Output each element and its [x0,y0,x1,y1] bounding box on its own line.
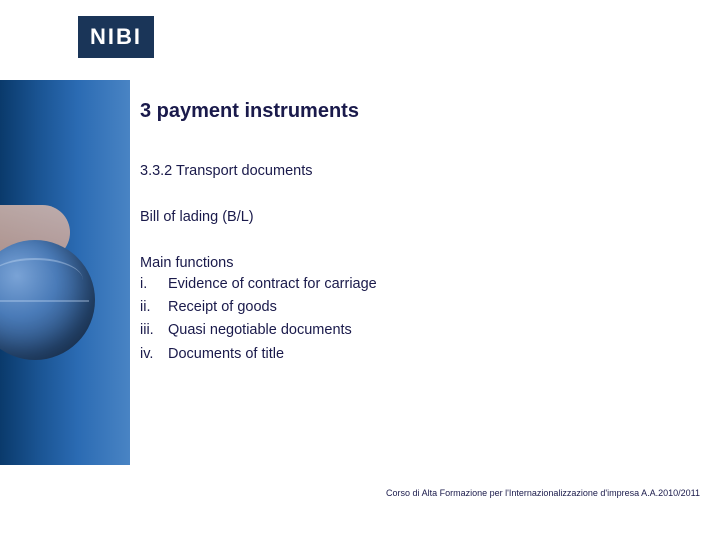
list-item: iii. Quasi negotiable documents [140,319,680,342]
functions-heading: Main functions [140,255,680,271]
functions-list: i. Evidence of contract for carriage ii.… [140,273,680,366]
list-text: Documents of title [168,343,284,366]
globe-sphere [0,240,95,360]
footer-text: Corso di Alta Formazione per l'Internazi… [386,488,700,498]
left-decorative-band [0,0,130,540]
list-item: i. Evidence of contract for carriage [140,273,680,296]
document-type: Bill of lading (B/L) [140,209,680,225]
list-marker: iv. [140,343,168,366]
slide-content: 3 payment instruments 3.3.2 Transport do… [140,100,680,366]
nibi-logo: NIBI [78,16,154,58]
list-marker: ii. [140,296,168,319]
list-text: Quasi negotiable documents [168,319,352,342]
section-number: 3.3.2 Transport documents [140,163,680,179]
list-text: Receipt of goods [168,296,277,319]
list-item: ii. Receipt of goods [140,296,680,319]
band-illustration [0,150,130,380]
list-marker: iii. [140,319,168,342]
logo-text: NIBI [90,24,142,50]
list-item: iv. Documents of title [140,343,680,366]
list-marker: i. [140,273,168,296]
list-text: Evidence of contract for carriage [168,273,377,296]
slide-title: 3 payment instruments [140,100,680,123]
band-bottom-white [0,465,130,540]
